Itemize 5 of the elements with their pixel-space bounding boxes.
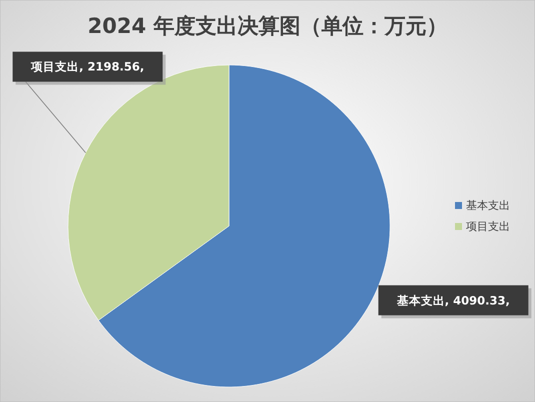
data-label: 项目支出, 2198.56, <box>30 60 144 74</box>
slice-label: 基本支出 <box>466 199 510 212</box>
legend-label: 项目支出 <box>466 220 510 233</box>
chart-title: 2024 年度支出决算图（单位：万元） <box>88 14 448 38</box>
data-label: 基本支出, 4090.33, <box>396 293 510 308</box>
